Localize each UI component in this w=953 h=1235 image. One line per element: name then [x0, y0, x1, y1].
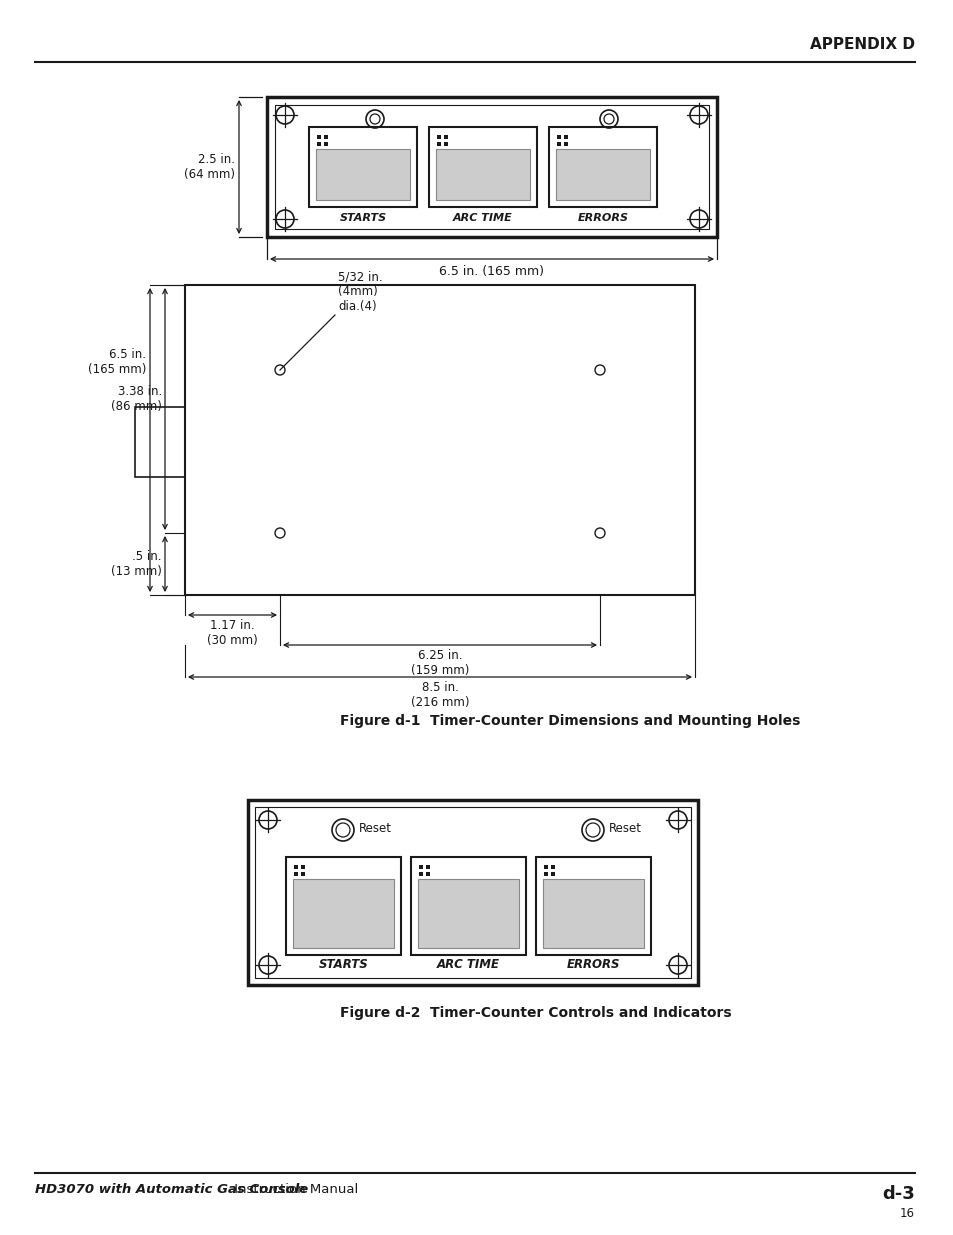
Text: .5 in.
(13 mm): .5 in. (13 mm) [111, 550, 162, 578]
Bar [426, 864, 430, 869]
Bar [185, 285, 695, 595]
Bar [135, 408, 185, 477]
Bar [551, 872, 555, 876]
Bar [301, 872, 305, 876]
Text: STARTS: STARTS [318, 958, 368, 971]
Bar [436, 135, 440, 140]
Text: ERRORS: ERRORS [577, 212, 628, 224]
Text: 6.25 in.
(159 mm): 6.25 in. (159 mm) [411, 650, 469, 677]
Text: ERRORS: ERRORS [566, 958, 619, 971]
Bar [301, 864, 305, 869]
Bar [316, 135, 320, 140]
Text: 6.5 in. (165 mm): 6.5 in. (165 mm) [439, 266, 544, 278]
Bar [309, 127, 416, 207]
Bar [418, 872, 422, 876]
Text: 1.17 in.
(30 mm): 1.17 in. (30 mm) [207, 619, 257, 647]
Bar [316, 142, 320, 146]
Bar [417, 879, 518, 948]
Bar [286, 857, 400, 955]
Bar [557, 135, 560, 140]
Bar [548, 127, 657, 207]
Bar [293, 879, 394, 948]
Text: 2.5 in.
(64 mm): 2.5 in. (64 mm) [184, 153, 234, 182]
Text: Reset: Reset [608, 821, 641, 835]
Bar [418, 864, 422, 869]
Text: 16: 16 [899, 1207, 914, 1220]
Text: 3.38 in.
(86 mm): 3.38 in. (86 mm) [111, 385, 162, 412]
Bar [443, 135, 448, 140]
Text: 5/32 in.
(4mm)
dia.(4): 5/32 in. (4mm) dia.(4) [337, 270, 382, 312]
Bar [436, 142, 440, 146]
Text: STARTS: STARTS [339, 212, 386, 224]
Text: 8.5 in.
(216 mm): 8.5 in. (216 mm) [411, 680, 469, 709]
Bar [315, 149, 410, 200]
Bar [551, 864, 555, 869]
Text: Figure d-1: Figure d-1 [339, 714, 439, 727]
Text: Timer-Counter Dimensions and Mounting Holes: Timer-Counter Dimensions and Mounting Ho… [430, 714, 800, 727]
Text: d-3: d-3 [882, 1186, 914, 1203]
Text: Instruction Manual: Instruction Manual [230, 1183, 358, 1195]
Bar [324, 135, 328, 140]
Bar [267, 98, 717, 237]
Text: ARC TIME: ARC TIME [436, 958, 499, 971]
Bar [563, 135, 567, 140]
Text: Reset: Reset [358, 821, 392, 835]
Text: 6.5 in.
(165 mm): 6.5 in. (165 mm) [88, 348, 146, 377]
Bar [294, 864, 297, 869]
Text: HD3070 with Automatic Gas Console: HD3070 with Automatic Gas Console [35, 1183, 308, 1195]
Bar [294, 872, 297, 876]
Bar [543, 872, 547, 876]
Bar [324, 142, 328, 146]
Bar [556, 149, 649, 200]
Bar [557, 142, 560, 146]
Bar [536, 857, 650, 955]
Text: APPENDIX D: APPENDIX D [809, 37, 914, 52]
Bar [436, 149, 530, 200]
Text: Timer-Counter Controls and Indicators: Timer-Counter Controls and Indicators [430, 1007, 731, 1020]
Bar [542, 879, 643, 948]
Bar [254, 806, 690, 978]
Bar [443, 142, 448, 146]
Text: Figure d-2: Figure d-2 [339, 1007, 439, 1020]
Bar [429, 127, 537, 207]
Bar [248, 800, 698, 986]
Bar [274, 105, 708, 228]
Bar [426, 872, 430, 876]
Bar [543, 864, 547, 869]
Bar [411, 857, 525, 955]
Text: ARC TIME: ARC TIME [453, 212, 513, 224]
Bar [563, 142, 567, 146]
